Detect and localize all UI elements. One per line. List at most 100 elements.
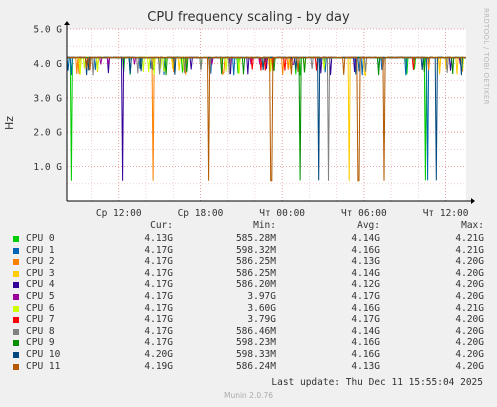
y-tick-label: 1.0 G [33,162,62,173]
legend-name: CPU 9 [26,337,55,349]
x-tick-label: Ср 12:00 [96,208,142,219]
legend-swatch [13,305,19,312]
legend-min: 3.97G [247,291,276,302]
legend-avg: 4.16G [351,302,380,314]
legend-name: CPU 6 [26,302,55,314]
legend-max: 4.20G [455,360,484,372]
chart-title: CPU frequency scaling - by day [147,10,350,25]
legend-header-cur: Cur: [150,220,173,231]
y-tick-label: 2.0 G [33,128,62,139]
legend-min: 586.25M [235,267,276,279]
legend-avg: 4.14G [351,325,380,337]
legend-min: 585.28M [235,233,276,244]
legend-swatch [13,340,19,347]
legend-cur: 4.17G [144,302,173,314]
legend-min: 598.32M [235,244,276,256]
legend-swatch [13,247,19,254]
legend-min: 598.33M [235,349,276,360]
legend-cur: 4.17G [144,325,173,337]
legend-header-min: Min: [253,220,276,231]
legend-row-cpu-0: CPU 0 4.13G 585.28M 4.14G 4.21G [0,233,497,246]
legend-cur: 4.17G [144,244,173,256]
legend-cur: 4.17G [144,267,173,279]
legend-name: CPU 10 [26,349,61,360]
legend-min: 598.23M [235,337,276,349]
legend-cur: 4.17G [144,279,173,291]
legend-avg: 4.14G [351,233,380,244]
legend-avg: 4.13G [351,256,380,268]
legend-row-cpu-11: CPU 11 4.19G 586.24M 4.13G 4.20G [0,361,497,374]
legend-cur: 4.13G [144,233,173,244]
legend-avg: 4.16G [351,337,380,349]
legend-avg: 4.17G [351,314,380,326]
legend-header-max: Max: [461,220,484,231]
legend-min: 586.20M [235,279,276,291]
series-line-cpu-11 [66,56,466,182]
legend-row-cpu-8: CPU 8 4.17G 586.46M 4.14G 4.20G [0,326,497,339]
legend-row-cpu-10: CPU 10 4.20G 598.33M 4.16G 4.20G [0,349,497,362]
legend-name: CPU 7 [26,314,55,326]
legend-row-cpu-1: CPU 1 4.17G 598.32M 4.16G 4.21G [0,245,497,258]
legend-max: 4.20G [455,349,484,360]
legend-avg: 4.13G [351,360,380,372]
legend-swatch [13,270,19,277]
legend-swatch [13,259,19,266]
x-tick-label: Ср 18:00 [178,208,224,219]
legend-cur: 4.17G [144,291,173,302]
rrdtool-credit: RRDTOOL / TOBI OETIKER [482,8,490,105]
legend-row-cpu-7: CPU 7 4.17G 3.79G 4.17G 4.20G [0,314,497,327]
x-tick-label: Чт 06:00 [341,208,387,219]
legend-min: 586.25M [235,256,276,268]
legend-name: CPU 8 [26,325,55,337]
last-update: Last update: Thu Dec 11 15:55:04 2025 [271,377,483,388]
munin-version: Munin 2.0.76 [223,391,274,400]
legend-max: 4.21G [455,302,484,314]
legend-header: Cur: Min: Avg: Max: [0,220,497,233]
legend-max: 4.20G [455,314,484,326]
legend-min: 3.60G [247,302,276,314]
y-tick-label: 5.0 G [33,25,62,36]
legend-name: CPU 1 [26,244,55,256]
legend-swatch [13,363,19,370]
legend-min: 586.46M [235,325,276,337]
legend-cur: 4.17G [144,337,173,349]
x-tick-label: Чт 00:00 [259,208,305,219]
legend-row-cpu-2: CPU 2 4.17G 586.25M 4.13G 4.20G [0,256,497,269]
legend-max: 4.21G [455,244,484,256]
y-axis-arrow-icon [64,21,70,25]
legend-name: CPU 11 [26,360,61,372]
legend-row-cpu-4: CPU 4 4.17G 586.20M 4.12G 4.20G [0,279,497,292]
legend-min: 3.79G [247,314,276,326]
x-axis-arrow-icon [471,198,475,204]
legend-max: 4.20G [455,337,484,349]
legend-row-cpu-5: CPU 5 4.17G 3.97G 4.17G 4.20G [0,291,497,304]
y-tick-label: 3.0 G [33,93,62,104]
legend-max: 4.20G [455,256,484,268]
legend-row-cpu-6: CPU 6 4.17G 3.60G 4.16G 4.21G [0,303,497,316]
legend-swatch [13,328,19,335]
legend-name: CPU 0 [26,233,55,244]
legend-min: 586.24M [235,360,276,372]
legend-max: 4.21G [455,233,484,244]
legend-avg: 4.17G [351,291,380,302]
legend-avg: 4.14G [351,267,380,279]
legend-swatch [13,294,19,300]
legend-name: CPU 4 [26,279,55,291]
legend-max: 4.20G [455,291,484,302]
legend-swatch [13,282,19,289]
legend-name: CPU 2 [26,256,55,268]
legend-max: 4.20G [455,267,484,279]
legend-avg: 4.16G [351,244,380,256]
y-tick-label: 4.0 G [33,59,62,70]
legend-name: CPU 5 [26,291,55,302]
legend-name: CPU 3 [26,267,55,279]
legend-avg: 4.16G [351,349,380,360]
legend-swatch [13,236,19,242]
legend-cur: 4.19G [144,360,173,372]
legend-cur: 4.20G [144,349,173,360]
legend-row-cpu-3: CPU 3 4.17G 586.25M 4.14G 4.20G [0,268,497,281]
legend-max: 4.20G [455,279,484,291]
legend-cur: 4.17G [144,256,173,268]
legend-row-cpu-9: CPU 9 4.17G 598.23M 4.16G 4.20G [0,337,497,350]
